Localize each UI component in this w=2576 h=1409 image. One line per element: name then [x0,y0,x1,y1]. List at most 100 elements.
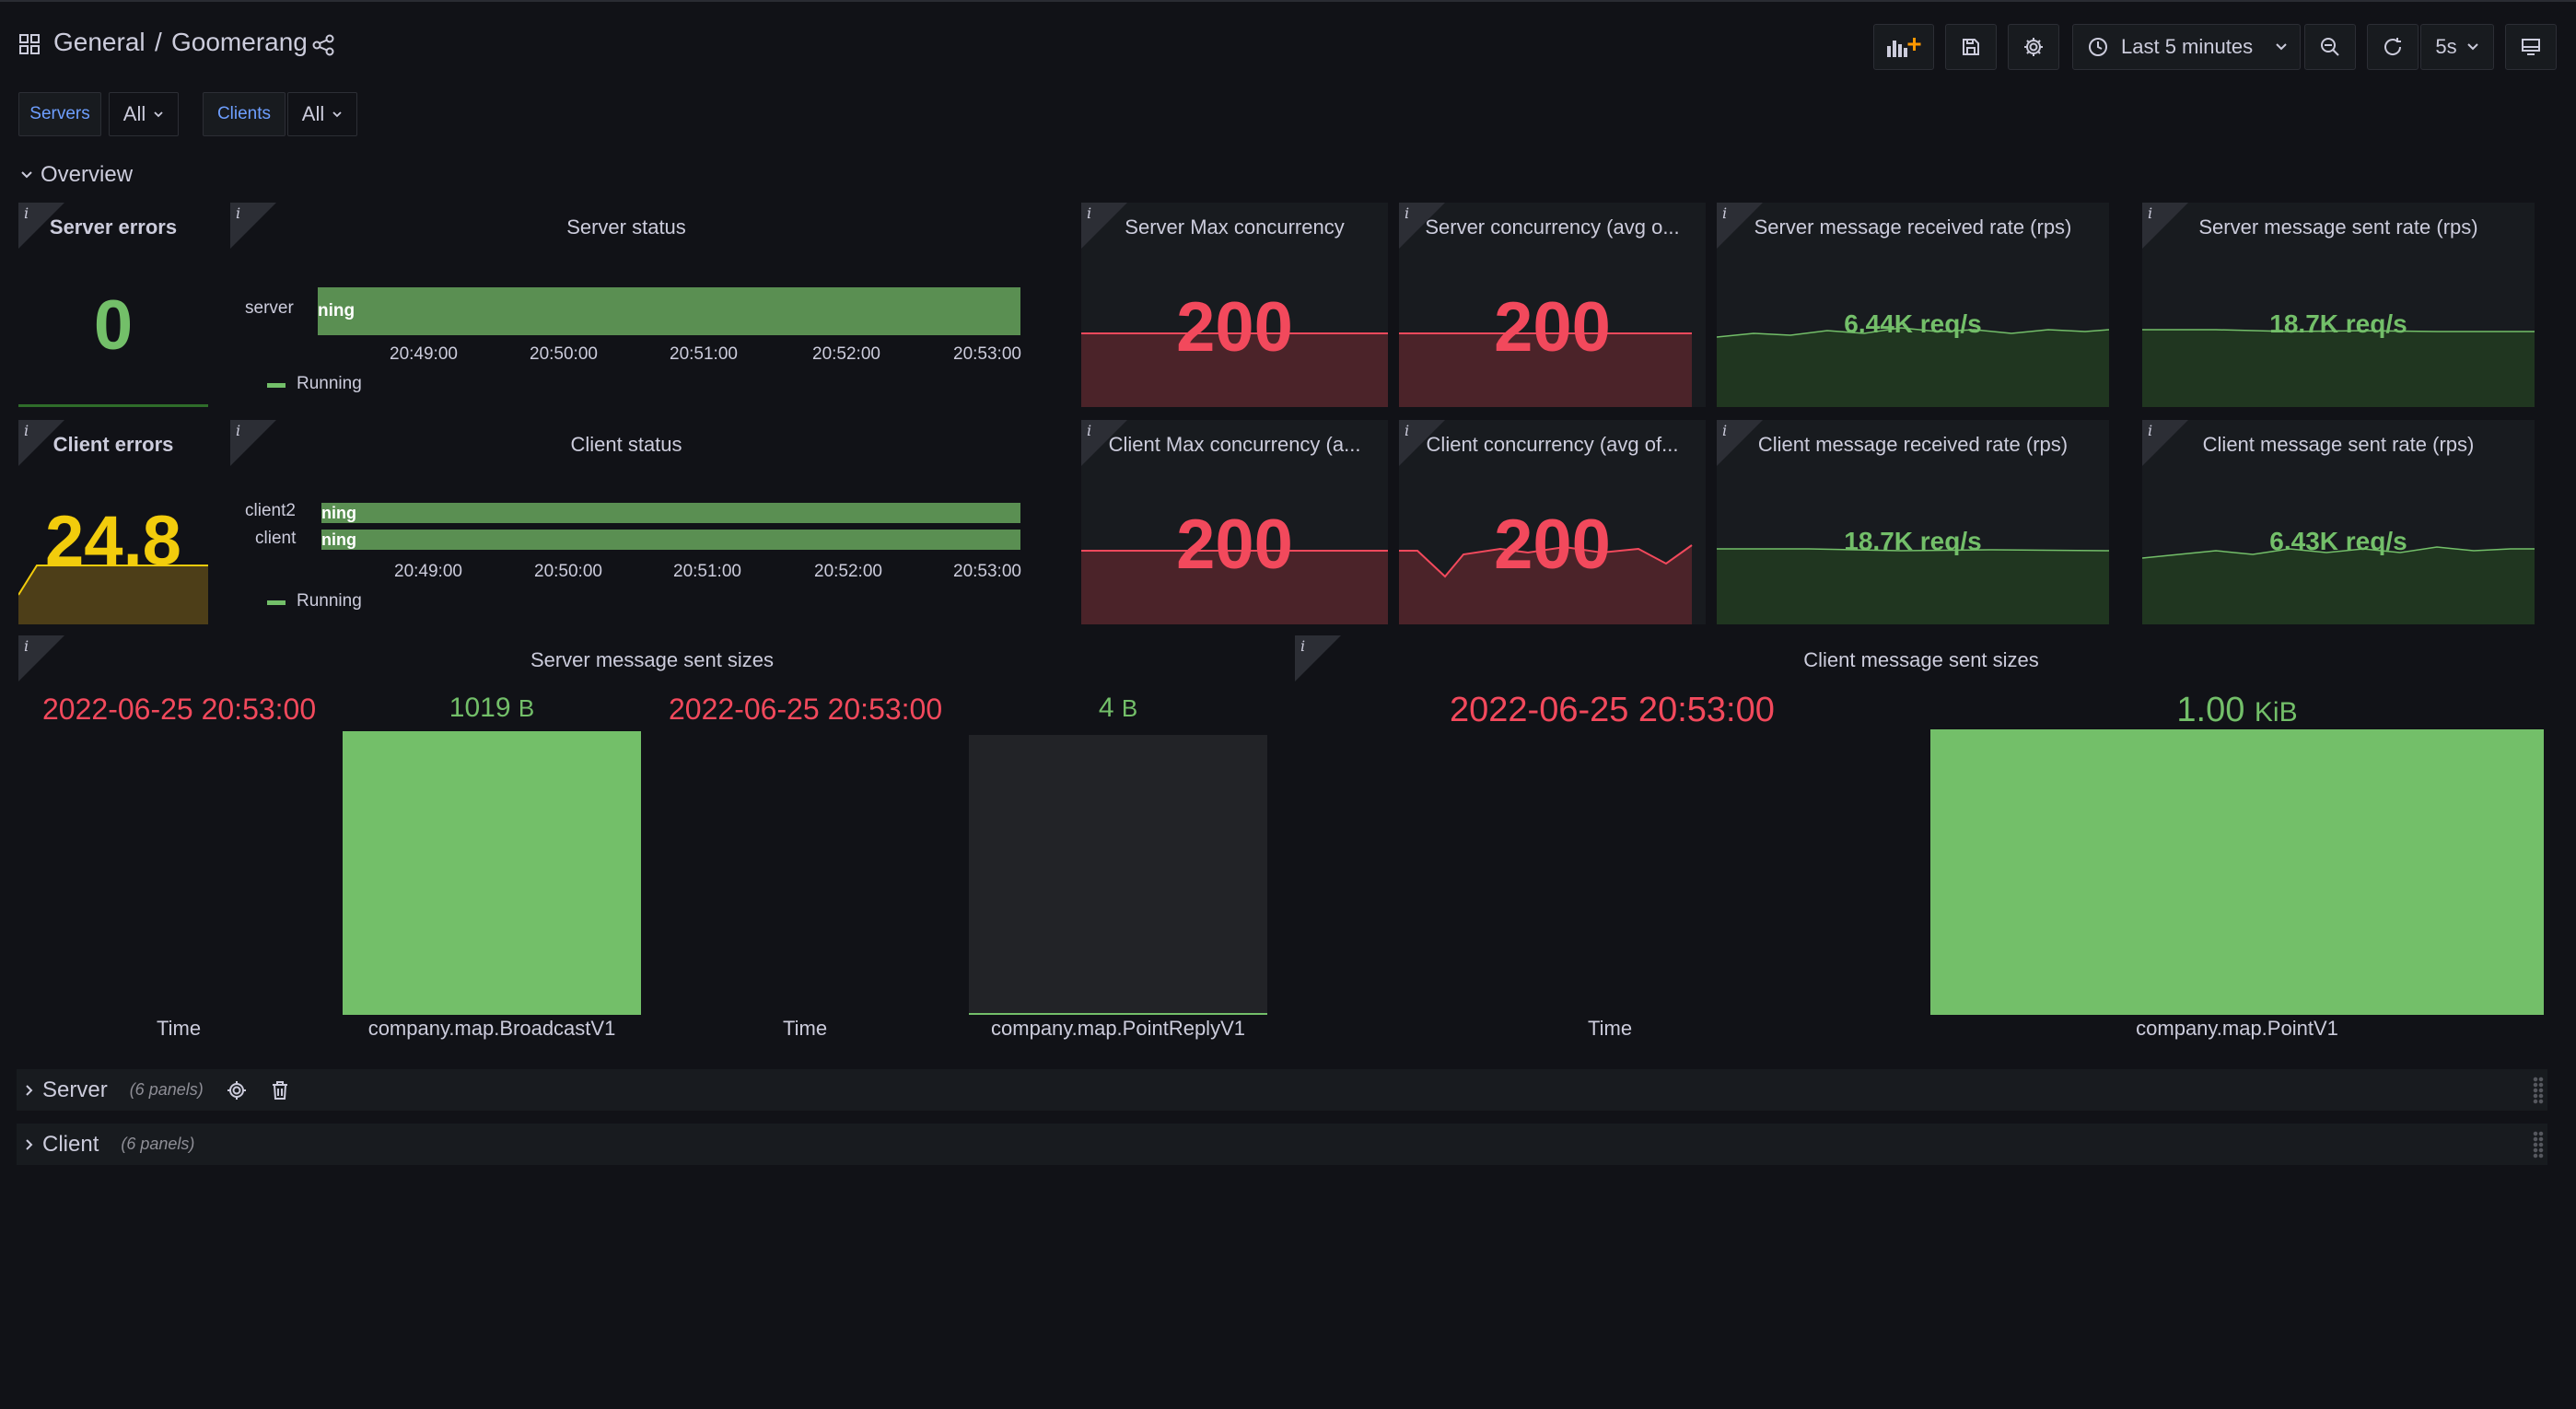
info-icon[interactable]: i [1405,204,1410,222]
dashboard-settings-button[interactable] [2008,24,2059,70]
stat-value: 0 [93,286,134,365]
info-icon[interactable]: i [236,422,241,439]
refresh-button[interactable] [2367,24,2419,70]
info-icon[interactable]: i [24,422,29,439]
panel-client-errors[interactable]: i Client errors 24.8 [18,420,208,624]
chevron-down-icon [2276,43,2287,51]
legend-label[interactable]: Running [297,591,362,611]
panel-info-corner [18,203,64,249]
tv-mode-button[interactable] [2505,24,2557,70]
panel-client-concurrency-avg[interactable]: i Client concurrency (avg of... 200 [1399,420,1706,624]
panel-server-msg-received-rate[interactable]: i Server message received rate (rps) 6.4… [1717,203,2109,407]
state-bar[interactable]: ning [321,503,1020,523]
sparkline-area [2142,546,2535,624]
bar-value-number: 1019 [449,693,511,723]
panel-info-corner [1081,420,1127,466]
state-bar-text: ning [321,504,356,522]
x-tick-label: 20:51:00 [670,344,738,364]
field-label: Time [1588,1017,1633,1040]
variable-select-clients[interactable]: All [287,92,357,136]
panel-title: Client concurrency (avg of... [1426,433,1679,456]
panel-info-corner [1081,203,1127,249]
panel-title: Server message sent rate (rps) [2198,215,2478,239]
top-border [0,0,2576,2]
panel-client-msg-received-rate[interactable]: i Client message received rate (rps) 18.… [1717,420,2109,624]
stat-value: 200 [1176,288,1293,367]
panel-server-errors[interactable]: i Server errors 0 [18,203,208,407]
row-delete-trash-icon[interactable] [270,1079,290,1101]
refresh-interval-picker[interactable]: 5s [2420,24,2494,70]
panel-server-msg-sent-rate[interactable]: i Server message sent rate (rps) 18.7K r… [2142,203,2535,407]
row-overview-header[interactable]: Overview [20,162,133,188]
clock-icon [2089,38,2107,56]
panel-client-msg-sizes[interactable]: i Client message sent sizes 2022-06-25 2… [1295,635,2547,1050]
sparkline-area [1399,332,1692,407]
stat-value: 6.44K req/s [1844,309,1982,338]
info-icon[interactable]: i [2148,204,2153,222]
gear-icon [2024,38,2043,56]
sparkline-area [1081,550,1388,624]
share-icon[interactable] [311,33,335,57]
legend-swatch [267,600,286,605]
bar-value: 1019 B [343,693,641,724]
time-value: 2022-06-25 20:53:00 [1450,691,1775,729]
add-panel-button[interactable] [1873,24,1934,70]
time-range-label: Last 5 minutes [2121,35,2254,58]
panel-title: Client message sent sizes [1803,648,2039,671]
drag-handle-icon[interactable] [2533,1077,2544,1104]
stat-value: 24.8 [45,502,181,580]
row-panel-count: (6 panels) [121,1135,195,1153]
time-picker-button[interactable]: Last 5 minutes [2072,24,2301,70]
sparkline-area [1717,548,2109,624]
row-server[interactable]: Server (6 panels) [17,1069,2547,1111]
info-icon[interactable]: i [1300,637,1306,655]
row-settings-gear-icon[interactable] [226,1079,248,1101]
bar-value-number: 4 [1098,693,1114,723]
panel-info-corner [2142,203,2188,249]
panel-client-max-concurrency[interactable]: i Client Max concurrency (a... 200 [1081,420,1388,624]
variable-label-servers: Servers [18,92,101,136]
time-value: 2022-06-25 20:53:00 [669,693,943,726]
zoom-out-button[interactable] [2304,24,2356,70]
panel-server-concurrency-avg[interactable]: i Server concurrency (avg o... 200 [1399,203,1706,407]
variable-select-servers[interactable]: All [109,92,179,136]
dashboard-title[interactable]: Goomerang [171,28,308,56]
dashboards-grid-icon[interactable] [18,33,41,55]
row-client[interactable]: Client (6 panels) [17,1124,2547,1165]
state-bar[interactable]: ning [321,530,1020,550]
gauge-bar [969,1013,1267,1015]
x-tick-label: 20:49:00 [394,562,462,581]
panel-info-corner [230,420,276,466]
info-icon[interactable]: i [2148,422,2153,439]
stat-value: 200 [1494,506,1611,584]
save-dashboard-button[interactable] [1945,24,1997,70]
chevron-down-icon [2466,43,2478,51]
info-icon[interactable]: i [1722,204,1728,222]
info-icon[interactable]: i [236,204,241,222]
breadcrumb-folder[interactable]: General [53,28,146,56]
info-icon[interactable]: i [1087,204,1092,222]
info-icon[interactable]: i [24,204,29,222]
panel-server-msg-sizes[interactable]: i Server message sent sizes 2022-06-25 2… [18,635,1286,1050]
refresh-interval-label: 5s [2435,35,2457,58]
stat-value: 200 [1494,288,1611,367]
info-icon[interactable]: i [1405,422,1410,439]
state-row-label: client2 [245,501,296,520]
info-icon[interactable]: i [24,637,29,655]
bar-value-unit: B [1121,694,1138,722]
legend-label[interactable]: Running [297,374,362,393]
bar-value: 4 B [969,693,1267,724]
info-icon[interactable]: i [1087,422,1092,439]
drag-handle-icon[interactable] [2533,1131,2544,1159]
state-row-label: server [245,298,294,318]
info-icon[interactable]: i [1722,422,1728,439]
state-bar[interactable]: ning [318,287,1020,335]
panel-server-status[interactable]: i Server status server ning 20:49:00 20:… [230,203,1022,407]
panel-client-status[interactable]: i Client status client2 ning client ning… [230,420,1022,624]
panel-title: Server message sent sizes [530,648,775,671]
gauge-bar-track [969,735,1267,1015]
panel-client-msg-sent-rate[interactable]: i Client message sent rate (rps) 6.43K r… [2142,420,2535,624]
panel-server-max-concurrency[interactable]: i Server Max concurrency 200 [1081,203,1388,407]
panel-info-corner [1399,420,1445,466]
panel-info-corner [1717,420,1763,466]
